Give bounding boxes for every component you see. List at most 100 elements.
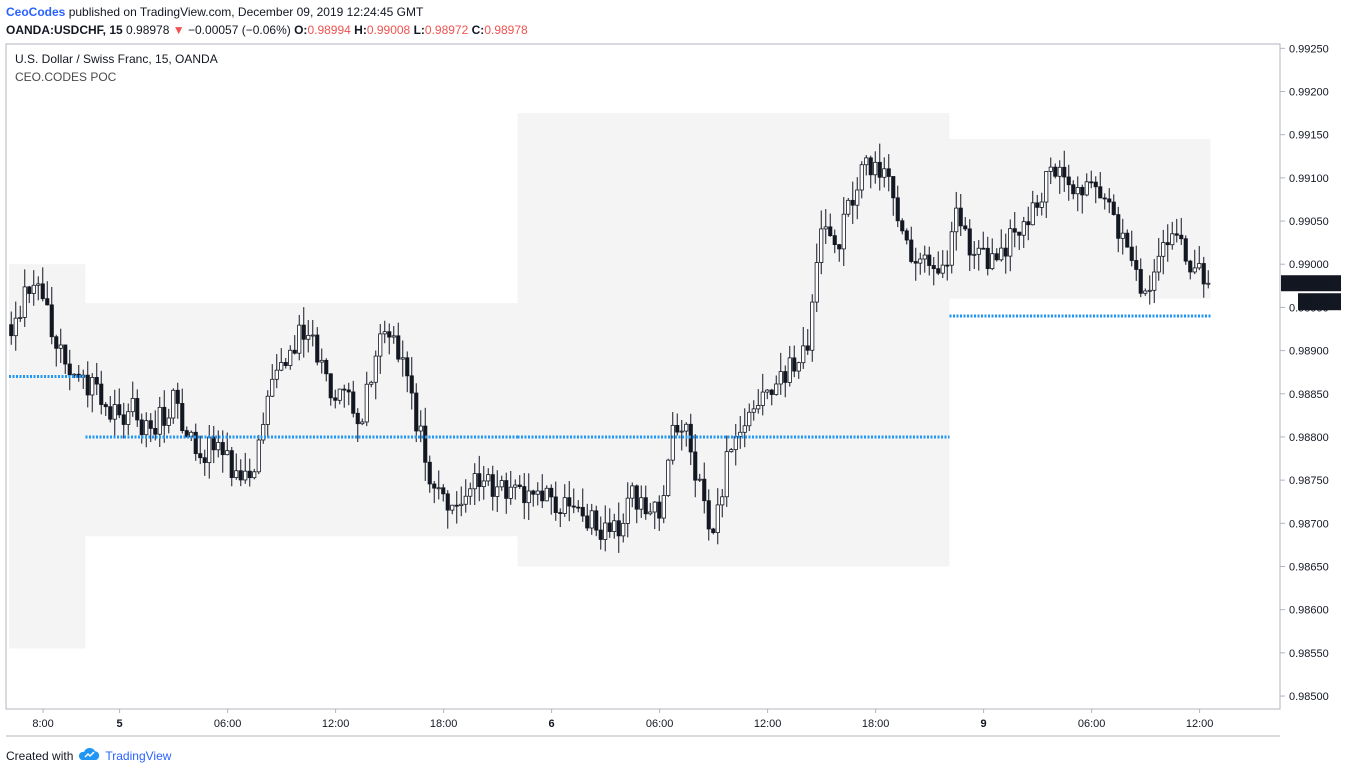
candle-body-33: [157, 406, 162, 435]
candle-body-121: [553, 496, 558, 513]
candle-body-220: [999, 247, 1004, 261]
candle-body-27: [130, 398, 135, 413]
candle-body-201: [913, 261, 918, 264]
candle-body-183: [832, 235, 837, 245]
candle-body-164: [747, 411, 752, 427]
candle-body-246: [1116, 214, 1121, 239]
candle-body-134: [612, 520, 617, 532]
x-tick-label-6: 06:00: [646, 718, 674, 730]
candle-body-12: [63, 344, 68, 365]
candle-body-226: [1026, 221, 1031, 226]
candle-body-5: [31, 284, 36, 294]
candle-body-175: [796, 362, 801, 372]
candle-body-22: [108, 406, 113, 420]
candle-body-68: [315, 334, 320, 363]
candle-body-169: [769, 389, 774, 395]
candle-body-195: [886, 168, 891, 177]
candle-body-98: [450, 504, 455, 511]
candle-body-234: [1062, 166, 1067, 178]
candle-body-36: [171, 389, 176, 419]
candle-body-3: [22, 286, 27, 318]
candle-body-147: [670, 424, 675, 461]
candle-body-111: [508, 486, 513, 499]
price-axis[interactable]: 0.99250 0.99200 0.99150 0.99100 0.99050 0.990…: [1280, 43, 1329, 703]
candle-body-125: [571, 505, 576, 508]
candle-body-93: [427, 461, 432, 485]
candle-body-120: [549, 487, 554, 498]
candle-body-77: [355, 412, 360, 425]
y-tick-label-10: 0.98750: [1289, 475, 1329, 487]
candle-body-179: [814, 262, 819, 303]
author-link[interactable]: CeoCodes: [6, 5, 66, 19]
candle-body-63: [292, 349, 297, 354]
candle-body-51: [238, 470, 243, 481]
candle-body-206: [936, 268, 941, 274]
candle-body-65: [301, 324, 306, 340]
candle-body-173: [787, 357, 792, 383]
candle-body-53: [247, 470, 252, 479]
low-label: L:: [413, 23, 425, 37]
candle-body-218: [990, 253, 995, 270]
candle-body-89: [409, 375, 414, 394]
tradingview-brand-link[interactable]: TradingView: [105, 748, 172, 763]
candle-body-158: [720, 496, 725, 506]
y-tick-label-13: 0.98600: [1289, 605, 1329, 617]
candle-body-73: [337, 388, 342, 401]
candle-body-97: [445, 493, 450, 511]
candle-body-21: [103, 404, 108, 408]
candle-body-87: [400, 357, 405, 360]
candle-body-23: [112, 404, 117, 420]
y-tick-label-7: 0.98900: [1289, 346, 1329, 358]
candle-body-266: [1206, 282, 1211, 285]
candle-body-57: [265, 395, 270, 425]
y-tick-label-3: 0.99100: [1289, 173, 1329, 185]
candle-body-8: [45, 298, 50, 306]
x-tick-label-11: 12:00: [1186, 718, 1214, 730]
x-tick-label-5: 6: [549, 718, 555, 730]
candle-body-174: [792, 357, 797, 372]
candle-body-258: [1170, 233, 1175, 246]
candle-body-72: [333, 397, 338, 401]
countdown-tag: [1298, 293, 1341, 311]
low-value: 0.98972: [424, 23, 469, 37]
candle-body-231: [1048, 166, 1053, 172]
y-tick-label-1: 0.99200: [1289, 87, 1329, 99]
candle-body-141: [643, 497, 648, 515]
candle-body-212: [963, 225, 968, 230]
candle-body-101: [463, 495, 468, 505]
candle-body-86: [396, 335, 401, 360]
candle-body-45: [211, 436, 216, 451]
candle-body-7: [40, 283, 45, 300]
candle-body-70: [324, 359, 329, 375]
candle-body-130: [594, 510, 599, 531]
candle-body-24: [117, 404, 122, 416]
candle-body-67: [310, 334, 315, 337]
candle-body-167: [760, 391, 765, 406]
candle-body-80: [369, 381, 374, 385]
candle-body-140: [639, 497, 644, 510]
candle-body-88: [405, 357, 410, 377]
candle-body-176: [801, 345, 806, 364]
candle-body-6: [36, 283, 41, 286]
candle-body-71: [328, 373, 333, 399]
candle-body-154: [702, 478, 707, 502]
candle-body-233: [1057, 166, 1062, 177]
candle-body-264: [1197, 263, 1202, 269]
candle-body-58: [270, 378, 275, 397]
y-tick-label-8: 0.98850: [1289, 389, 1329, 401]
candle-body-243: [1102, 197, 1107, 200]
time-axis[interactable]: 8:00 5 06:00 12:00 18:00 6 06:00 12:00 18:00 9 06:…: [32, 709, 1213, 730]
candle-body-184: [837, 244, 842, 250]
down-arrow-icon: ▼: [172, 23, 185, 37]
candle-body-119: [544, 487, 549, 502]
x-tick-label-7: 12:00: [754, 718, 782, 730]
candle-body-232: [1053, 166, 1058, 177]
candle-body-139: [634, 485, 639, 510]
candle-body-34: [162, 406, 167, 426]
candle-body-123: [562, 497, 567, 514]
candle-body-122: [558, 512, 563, 514]
chart-title: U.S. Dollar / Swiss Franc, 15, OANDA: [15, 52, 218, 66]
candle-body-26: [126, 411, 131, 425]
candle-body-75: [346, 389, 351, 393]
